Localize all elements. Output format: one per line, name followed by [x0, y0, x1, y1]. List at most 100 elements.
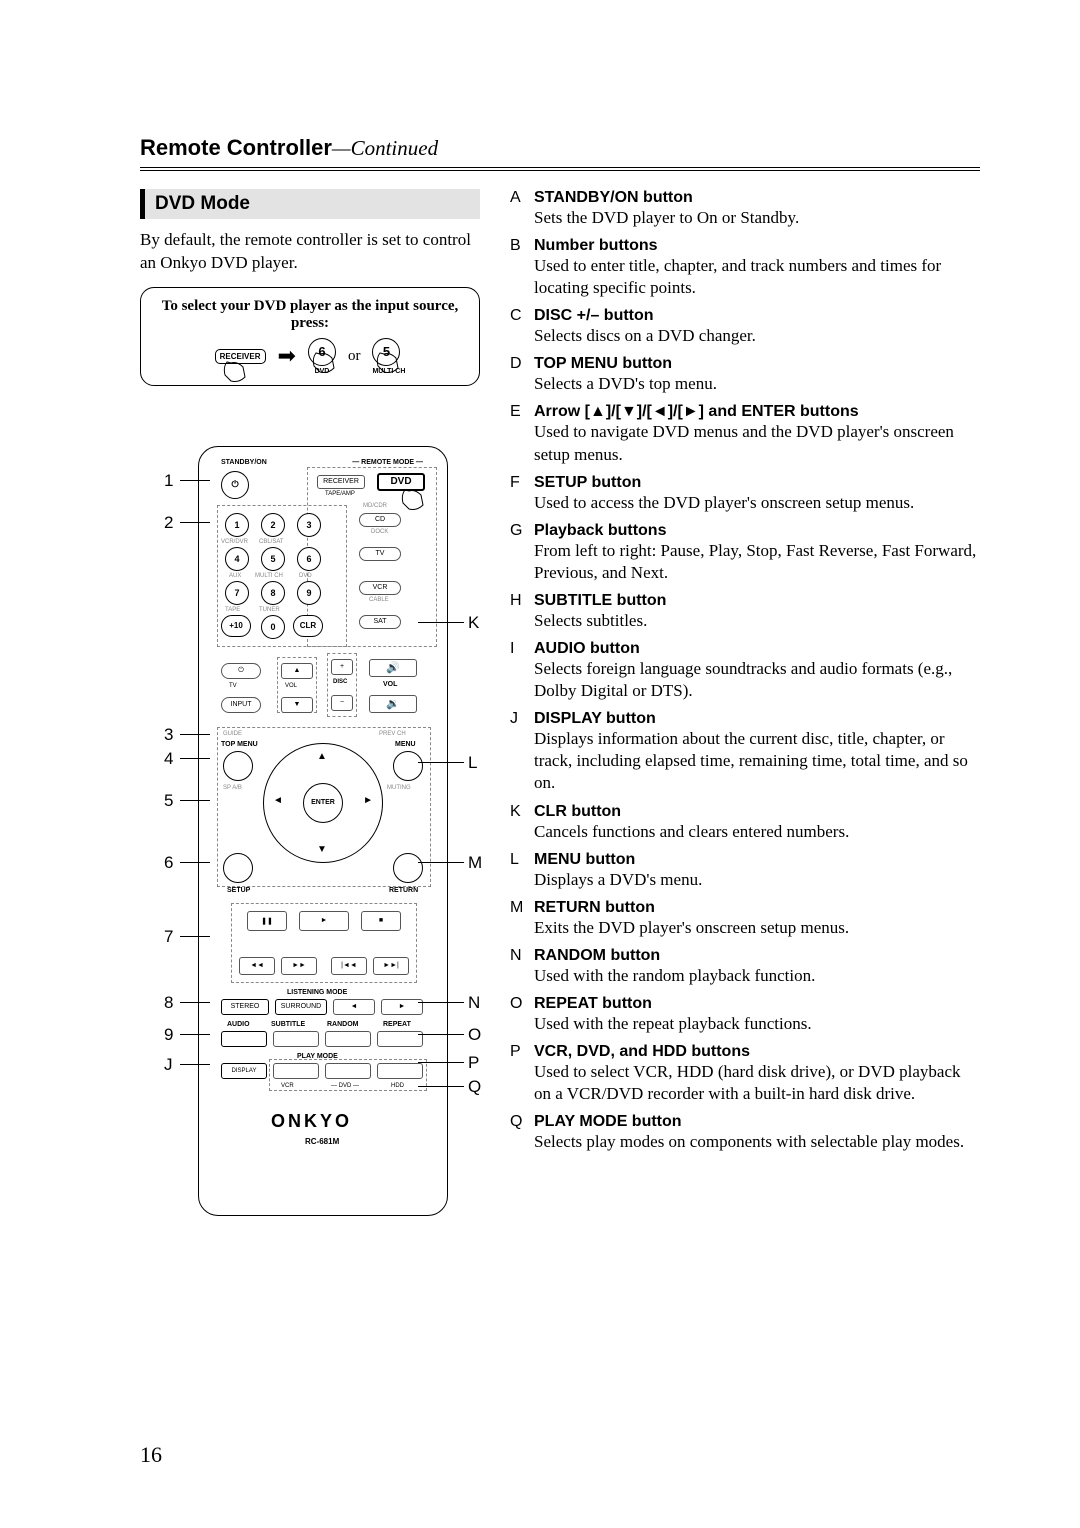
- header-title: Remote Controller: [140, 135, 332, 160]
- entry-desc: Used to select VCR, HDD (hard disk drive…: [534, 1061, 980, 1105]
- setup-label: SETUP: [227, 887, 250, 894]
- num-8: 8: [261, 581, 285, 605]
- entry-desc: Used to access the DVD player's onscreen…: [534, 492, 980, 514]
- callout-9: 9: [164, 1025, 173, 1045]
- entry-L: L MENU button Displays a DVD's menu.: [510, 851, 980, 891]
- entry-B: B Number buttons Used to enter title, ch…: [510, 237, 980, 299]
- tv-small-label: TV: [229, 683, 237, 689]
- lm-right: ►: [381, 999, 423, 1015]
- entry-title: SUBTITLE button: [534, 592, 980, 610]
- num-2: 2: [261, 513, 285, 537]
- frev-btn: ◄◄: [239, 957, 275, 975]
- num-9: 9: [297, 581, 321, 605]
- repeat-btn: [377, 1031, 423, 1047]
- entry-letter: J: [510, 710, 534, 794]
- descriptions-column: A STANDBY/ON button Sets the DVD player …: [510, 189, 980, 1216]
- cd-btn: CD: [359, 513, 401, 527]
- cable-label: CABLE: [369, 597, 389, 603]
- entry-letter: N: [510, 947, 534, 987]
- main-vol-down: 🔉: [369, 695, 417, 713]
- callout-O: O: [468, 1025, 481, 1045]
- mainvol-label: VOL: [383, 681, 397, 688]
- menu-btn: [393, 751, 423, 781]
- vcrdvr-label: VCR/DVR: [221, 539, 248, 545]
- entry-G: G Playback buttons From left to right: P…: [510, 522, 980, 584]
- audio-btn: [221, 1031, 267, 1047]
- tvvol-label: VOL: [285, 683, 297, 689]
- entry-title: TOP MENU button: [534, 355, 980, 373]
- menu-label: MENU: [395, 741, 416, 748]
- entry-desc: Cancels functions and clears entered num…: [534, 821, 980, 843]
- main-vol-up: 🔊: [369, 659, 417, 677]
- tuner-label: TUNER: [259, 607, 280, 613]
- callout-8: 8: [164, 993, 173, 1013]
- random-btn: [325, 1031, 371, 1047]
- tv-btn: TV: [359, 547, 401, 561]
- num-4: 4: [225, 547, 249, 571]
- audio-label: AUDIO: [227, 1021, 250, 1028]
- callout-7: 7: [164, 927, 173, 947]
- num-7: 7: [225, 581, 249, 605]
- entry-K: K CLR button Cancels functions and clear…: [510, 803, 980, 843]
- receiver-mode-btn: RECEIVER: [317, 475, 365, 489]
- entry-D: D TOP MENU button Selects a DVD's top me…: [510, 355, 980, 395]
- subtitle-btn: [273, 1031, 319, 1047]
- hand-icon: [395, 485, 435, 513]
- callout-4: 4: [164, 749, 173, 769]
- num-5: 5: [261, 547, 285, 571]
- play-btn: ►: [299, 911, 349, 931]
- entry-A: A STANDBY/ON button Sets the DVD player …: [510, 189, 980, 229]
- lm-left: ◄: [333, 999, 375, 1015]
- cblsat-label: CBL/SAT: [259, 539, 284, 545]
- dvd2-label: DVD: [299, 573, 312, 579]
- entry-N: N RANDOM button Used with the random pla…: [510, 947, 980, 987]
- entry-title: SETUP button: [534, 474, 980, 492]
- sat-btn: SAT: [359, 615, 401, 629]
- entry-Q: Q PLAY MODE button Selects play modes on…: [510, 1113, 980, 1153]
- tape-label: TAPE: [225, 607, 240, 613]
- entry-letter: L: [510, 851, 534, 891]
- callout-2: 2: [164, 513, 173, 533]
- clr-btn: CLR: [293, 615, 323, 637]
- entry-desc: Used to navigate DVD menus and the DVD p…: [534, 421, 980, 465]
- entry-desc: From left to right: Pause, Play, Stop, F…: [534, 540, 980, 584]
- entry-title: VCR, DVD, and HDD buttons: [534, 1043, 980, 1061]
- entry-desc: Used to enter title, chapter, and track …: [534, 255, 980, 299]
- input-btn: INPUT: [221, 697, 261, 713]
- disc-minus: −: [331, 695, 353, 711]
- model-label: RC-681M: [305, 1137, 339, 1146]
- entry-desc: Selects subtitles.: [534, 610, 980, 632]
- tape-amp-label: TAPE/AMP: [325, 491, 355, 497]
- select-caption: To select your DVD player as the input s…: [149, 298, 471, 332]
- num-1: 1: [225, 513, 249, 537]
- entry-letter: Q: [510, 1113, 534, 1153]
- hdd-label: HDD: [391, 1083, 404, 1089]
- entry-title: STANDBY/ON button: [534, 189, 980, 207]
- header-continued: —Continued: [332, 136, 438, 160]
- entry-desc: Selects a DVD's top menu.: [534, 373, 980, 395]
- return-label: RETURN: [389, 887, 418, 894]
- entry-letter: F: [510, 474, 534, 514]
- callout-L: L: [468, 753, 477, 773]
- num-0: 0: [261, 615, 285, 639]
- remote-mode-label: — REMOTE MODE —: [352, 459, 423, 466]
- stereo-btn: STEREO: [221, 999, 269, 1015]
- entry-letter: A: [510, 189, 534, 229]
- entry-title: REPEAT button: [534, 995, 980, 1013]
- entry-letter: H: [510, 592, 534, 632]
- entry-desc: Selects play modes on components with se…: [534, 1131, 980, 1153]
- entry-desc: Displays information about the current d…: [534, 728, 980, 794]
- callout-M: M: [468, 853, 482, 873]
- multich-label: MULTI CH: [255, 573, 283, 579]
- entry-desc: Used with the repeat playback functions.: [534, 1013, 980, 1035]
- page-number: 16: [140, 1442, 162, 1468]
- entry-title: Arrow [▲]/[▼]/[◄]/[►] and ENTER buttons: [534, 403, 980, 421]
- entry-O: O REPEAT button Used with the repeat pla…: [510, 995, 980, 1035]
- entry-letter: O: [510, 995, 534, 1035]
- page-header: Remote Controller—Continued: [140, 135, 980, 171]
- entry-letter: I: [510, 640, 534, 702]
- entry-desc: Sets the DVD player to On or Standby.: [534, 207, 980, 229]
- remote-diagram: STANDBY/ON — REMOTE MODE — ⏻ RECEIVER DV…: [170, 446, 480, 1216]
- entry-title: Playback buttons: [534, 522, 980, 540]
- guide-label: GUIDE: [223, 731, 242, 737]
